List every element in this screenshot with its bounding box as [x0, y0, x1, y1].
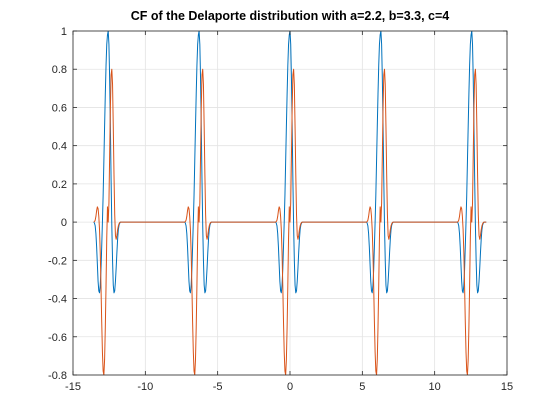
y-tick-label: -0.8 — [48, 370, 67, 382]
y-tick-label: 0 — [61, 217, 67, 229]
x-tick-labels: -15 -10 -5 0 5 10 15 — [65, 381, 513, 393]
y-tick-label: 0.6 — [52, 102, 67, 114]
chart-title: CF of the Delaporte distribution with a=… — [131, 9, 450, 23]
y-tick-label: -0.2 — [48, 255, 67, 267]
x-tick-label: 10 — [429, 381, 441, 393]
y-tick-label: 0.2 — [52, 179, 67, 191]
x-tick-label: -5 — [213, 381, 223, 393]
series-group — [93, 31, 487, 375]
y-tick-label: 1 — [61, 26, 67, 38]
axis-ticks — [72, 30, 508, 376]
x-tick-label: 15 — [501, 381, 513, 393]
y-tick-labels: -0.8 -0.6 -0.4 -0.2 0 0.2 0.4 0.6 0.8 1 — [48, 26, 67, 382]
series-line-real — [93, 31, 487, 294]
y-tick-label: -0.6 — [48, 332, 67, 344]
x-tick-label: 0 — [287, 381, 293, 393]
x-tick-label: -10 — [137, 381, 153, 393]
y-tick-label: 0.4 — [52, 141, 67, 153]
y-tick-label: 0.8 — [52, 64, 67, 76]
x-tick-label: -15 — [65, 381, 81, 393]
series-line-imaginary — [93, 68, 487, 375]
y-tick-label: -0.4 — [48, 294, 67, 306]
x-tick-label: 5 — [359, 381, 365, 393]
